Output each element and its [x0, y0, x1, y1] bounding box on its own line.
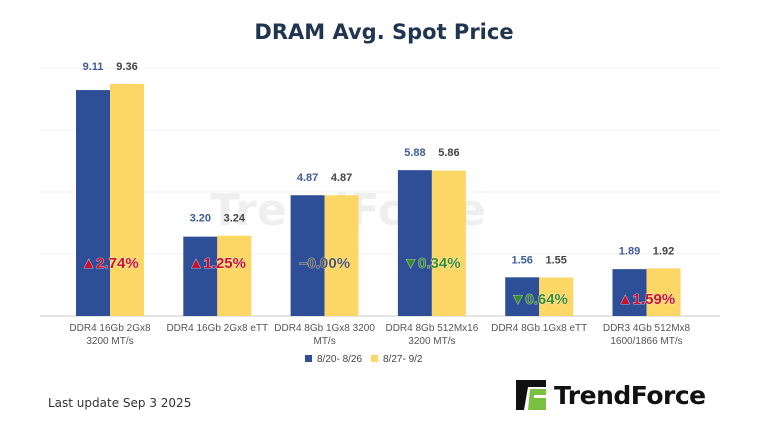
- change-label: ▼0.64%: [511, 291, 568, 308]
- value-label: 3.24: [224, 213, 246, 225]
- bar-blue: [505, 277, 540, 316]
- change-label: ▲1.59%: [618, 291, 675, 308]
- category-label: 1600/1866 MT/s: [610, 336, 682, 347]
- bar-blue: [76, 90, 110, 317]
- value-label: 9.36: [116, 61, 137, 73]
- value-label: 4.87: [331, 172, 352, 184]
- value-label: 1.92: [653, 245, 674, 257]
- bar-yellow: [324, 195, 359, 316]
- category-label: DDR4 8Gb 1Gx8 3200: [274, 323, 375, 334]
- trendforce-logo-text: TrendForce: [554, 380, 706, 410]
- bar-blue: [612, 269, 647, 316]
- value-label: 4.87: [297, 172, 318, 184]
- legend-swatch: [305, 355, 312, 362]
- value-label: 1.56: [511, 254, 532, 266]
- bar-yellow: [110, 83, 144, 316]
- category-label: DDR4 8Gb 1Gx8 eTT: [491, 323, 587, 334]
- trendforce-logo: TrendForce: [512, 378, 706, 412]
- value-label: 5.86: [438, 147, 459, 159]
- value-label: 3.20: [190, 213, 211, 225]
- bar-yellow: [646, 268, 681, 316]
- category-label: DDR4 16Gb 2Gx8 eTT: [166, 323, 268, 334]
- category-label: 3200 MT/s: [408, 336, 455, 347]
- change-label: ▲1.25%: [189, 255, 246, 272]
- legend-label: 8/20- 8/26: [317, 354, 362, 365]
- legend-swatch: [371, 355, 378, 362]
- value-label: 5.88: [404, 147, 425, 159]
- category-label: DDR3 4Gb 512Mx8: [603, 323, 691, 334]
- value-label: 9.11: [83, 61, 104, 73]
- category-label: 3200 MT/s: [86, 336, 133, 347]
- bar-yellow: [539, 277, 574, 316]
- category-label: DDR4 16Gb 2Gx8: [69, 323, 151, 334]
- change-label: ▼0.34%: [403, 255, 460, 272]
- last-update-text: Last update Sep 3 2025: [48, 396, 192, 410]
- value-label: 1.89: [619, 245, 640, 257]
- value-label: 1.55: [545, 254, 566, 266]
- category-label: MT/s: [313, 336, 335, 347]
- change-label: ▲2.74%: [81, 255, 138, 272]
- legend-label: 8/27- 9/2: [383, 354, 423, 365]
- trendforce-logo-icon: [516, 380, 546, 410]
- bar-yellow: [431, 170, 466, 316]
- bar-yellow: [217, 235, 252, 316]
- bar-blue: [397, 170, 432, 316]
- bar-blue: [290, 195, 325, 316]
- bar-blue: [183, 236, 218, 316]
- chart-title: DRAM Avg. Spot Price: [254, 20, 514, 44]
- category-label: DDR4 8Gb 512Mx16: [385, 323, 478, 334]
- change-label: –0.00%: [299, 255, 350, 272]
